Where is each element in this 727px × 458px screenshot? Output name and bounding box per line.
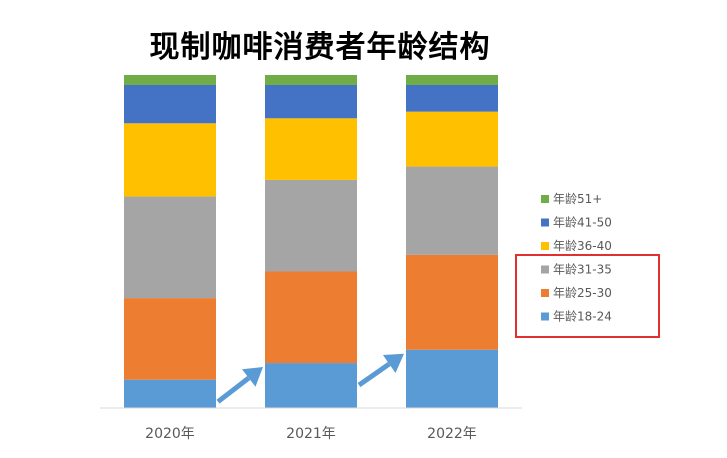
x-tick-label: 2021年 [286, 426, 336, 442]
legend-swatch [541, 265, 549, 274]
trend-arrow-head [242, 367, 263, 387]
legend-swatch [541, 195, 549, 203]
bar-segment-0-4 [124, 84, 216, 124]
x-tick-label: 2020年 [145, 426, 195, 442]
legend-swatch [541, 218, 549, 227]
bar-segment-0-5 [124, 75, 216, 85]
trend-arrows [216, 353, 404, 404]
bar-segment-1-5 [265, 75, 357, 85]
trend-arrow-head [382, 353, 404, 374]
legend-label: 年龄25-30 [553, 286, 612, 300]
chart-title: 现制咖啡消费者年龄结构 [149, 30, 491, 65]
legend-highlight-box [515, 254, 660, 338]
bar-segment-2-4 [406, 84, 498, 112]
x-axis-ticks: 2020年 2021年 2022年 [145, 426, 477, 442]
bar-segment-2-2 [406, 166, 498, 255]
legend-label: 年龄18-24 [553, 310, 612, 324]
legend-swatch [541, 242, 549, 250]
legend: 年龄51+ 年龄41-50 年龄36-40 年龄31-35 年龄25-30 年龄18-24 [541, 192, 612, 324]
bars-layer [124, 75, 498, 408]
bar-segment-0-1 [124, 298, 216, 380]
bar-segment-1-3 [265, 118, 357, 180]
bar-segment-0-3 [124, 123, 216, 197]
trend-arrow-shaft [216, 376, 251, 404]
trend-arrow-shaft [357, 361, 391, 388]
legend-label: 年龄31-35 [553, 263, 612, 277]
legend-label: 年龄36-40 [553, 239, 612, 253]
x-tick-label: 2022年 [427, 426, 477, 442]
bar-segment-1-1 [265, 271, 357, 364]
legend-swatch [541, 289, 549, 297]
legend-swatch [541, 312, 549, 321]
legend-label: 年龄51+ [553, 192, 602, 206]
bar-segment-2-5 [406, 75, 498, 85]
bar-segment-2-3 [406, 111, 498, 167]
bar-segment-2-1 [406, 254, 498, 350]
bar-segment-0-2 [124, 196, 216, 299]
bar-segment-1-2 [265, 179, 357, 272]
bar-segment-1-0 [265, 363, 357, 408]
legend-label: 年龄41-50 [553, 216, 612, 230]
bar-segment-0-0 [124, 379, 216, 408]
bar-segment-1-4 [265, 84, 357, 119]
bar-segment-2-0 [406, 349, 498, 408]
